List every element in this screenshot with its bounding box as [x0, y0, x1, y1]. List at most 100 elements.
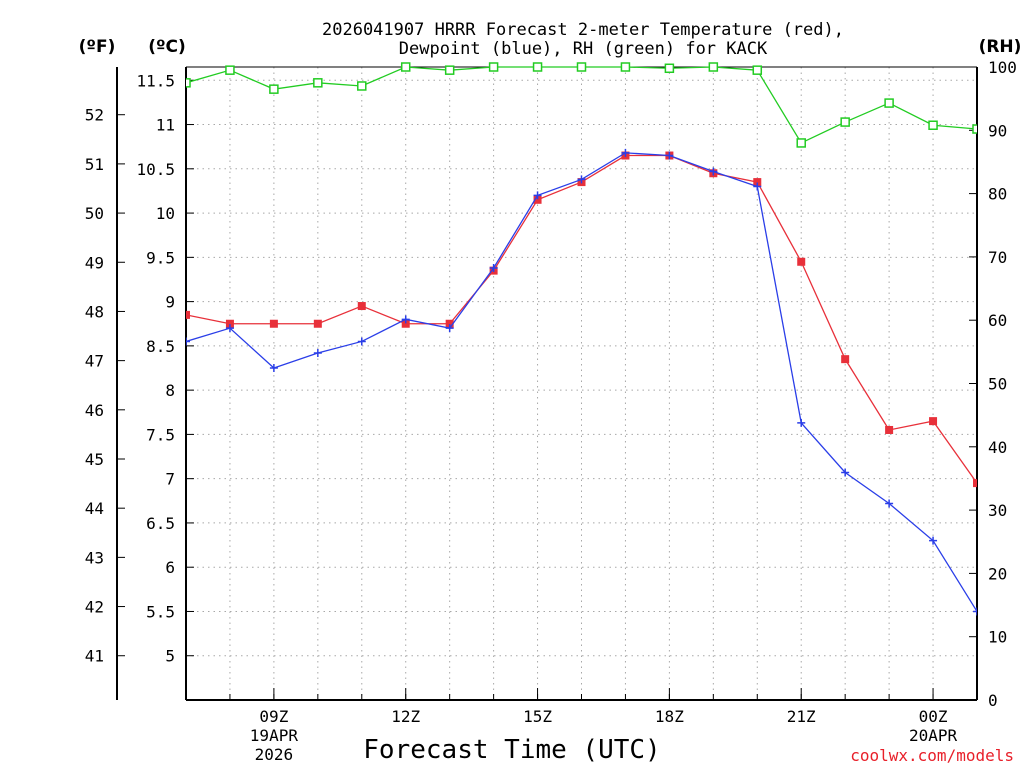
- dewpoint-marker: [577, 175, 586, 184]
- tick-labels: 5 5.5 6 6.5 7 7.5 8 8.5 9 9.5 10 10.5 11 11.5 41 42 43 44…: [85, 58, 1017, 764]
- celsius-tick-label: 6.5: [146, 514, 175, 533]
- rh-tick-label: 70: [988, 248, 1007, 267]
- rh-marker: [576, 62, 587, 72]
- temperature-marker: [225, 319, 234, 328]
- dewpoint-marker: [709, 167, 718, 176]
- rh-unit-label: (RH): [979, 37, 1022, 57]
- dewpoint-marker: [753, 182, 762, 191]
- fahrenheit-unit-label: (ºF): [79, 37, 116, 57]
- rh-marker: [752, 65, 763, 75]
- dewpoint-marker: [401, 315, 410, 324]
- fahrenheit-tick-label: 43: [85, 548, 104, 567]
- x-tick-date: 19APR: [250, 726, 299, 745]
- temperature-marker: [269, 319, 278, 328]
- rh-marker: [400, 62, 411, 72]
- fahrenheit-tick-label: 44: [85, 499, 104, 518]
- x-tick-label: 21Z: [787, 707, 816, 726]
- temperature-marker: [753, 178, 762, 187]
- temperature-marker: [401, 319, 410, 328]
- rh-marker: [708, 62, 719, 72]
- dewpoint-marker: [797, 418, 806, 427]
- rh-marker: [186, 78, 191, 88]
- temperature-marker: [973, 479, 977, 488]
- rh-marker: [840, 117, 850, 127]
- dewpoint-marker: [357, 337, 366, 346]
- rh-tick-label: 90: [988, 121, 1007, 140]
- credit-text: coolwx.com/models: [850, 746, 1014, 765]
- rh-marker: [357, 81, 367, 91]
- x-tick-label: 18Z: [655, 707, 684, 726]
- dewpoint-marker: [489, 263, 498, 272]
- x-axis-label: Forecast Time (UTC): [363, 735, 660, 765]
- fahrenheit-tick-label: 46: [85, 401, 104, 420]
- celsius-unit-label: (ºC): [148, 37, 186, 57]
- fahrenheit-tick-label: 52: [85, 106, 104, 125]
- celsius-tick-label: 5.5: [146, 602, 175, 621]
- temperature-marker: [445, 319, 454, 328]
- series-rh: [186, 62, 977, 148]
- rh-marker: [620, 62, 631, 72]
- dewpoint-marker: [665, 151, 674, 160]
- celsius-tick-label: 11: [156, 116, 175, 135]
- celsius-tick-label: 11.5: [136, 71, 175, 90]
- rh-marker: [972, 124, 977, 134]
- x-tick-date: 20APR: [909, 726, 958, 745]
- rh-marker: [664, 63, 675, 74]
- rh-marker: [225, 65, 235, 75]
- celsius-tick-label: 6: [165, 558, 175, 577]
- dewpoint-marker: [841, 468, 850, 477]
- grid-lines: [185, 67, 978, 700]
- rh-tick-label: 100: [988, 58, 1017, 77]
- celsius-tick-label: 10.5: [136, 160, 175, 179]
- dewpoint-marker: [445, 324, 454, 333]
- dewpoint-marker: [885, 499, 894, 508]
- chart-title-line1: 2026041907 HRRR Forecast 2-meter Tempera…: [322, 20, 844, 40]
- x-tick-year: 2026: [255, 745, 294, 764]
- celsius-tick-label: 7.5: [146, 425, 175, 444]
- rh-tick-label: 60: [988, 311, 1007, 330]
- celsius-tick-label: 7: [165, 470, 175, 489]
- fahrenheit-tick-label: 45: [85, 450, 104, 469]
- rh-marker: [928, 120, 938, 130]
- dewpoint-marker: [269, 364, 278, 373]
- rh-marker: [488, 62, 499, 72]
- celsius-tick-label: 9.5: [146, 248, 175, 267]
- series-group: [186, 62, 977, 616]
- celsius-tick-label: 8: [165, 381, 175, 400]
- dewpoint-marker: [973, 607, 977, 616]
- x-tick-label: 00Z: [919, 707, 948, 726]
- fahrenheit-tick-label: 49: [85, 253, 104, 272]
- temperature-marker: [885, 425, 894, 434]
- x-tick-label: 15Z: [523, 707, 552, 726]
- rh-marker: [269, 84, 279, 94]
- temperature-marker: [313, 319, 322, 328]
- rh-tick-label: 40: [988, 438, 1007, 457]
- rh-marker: [796, 138, 806, 148]
- temperature-marker: [533, 195, 542, 204]
- rh-marker: [532, 62, 543, 72]
- fahrenheit-tick-label: 48: [85, 302, 104, 321]
- fahrenheit-tick-label: 50: [85, 204, 104, 223]
- rh-tick-label: 30: [988, 501, 1007, 520]
- temperature-marker: [357, 302, 366, 311]
- fahrenheit-tick-label: 47: [85, 352, 104, 371]
- celsius-tick-label: 8.5: [146, 337, 175, 356]
- celsius-tick-label: 10: [156, 204, 175, 223]
- celsius-tick-label: 9: [165, 293, 175, 312]
- dewpoint-marker: [225, 324, 234, 333]
- x-tick-label: 09Z: [259, 707, 288, 726]
- series-dewpoint: [186, 148, 977, 616]
- temperature-marker: [797, 257, 806, 266]
- dewpoint-marker: [313, 348, 322, 357]
- x-tick-label: 12Z: [391, 707, 420, 726]
- rh-marker: [444, 65, 455, 75]
- chart-title-line2: Dewpoint (blue), RH (green) for KACK: [399, 39, 768, 59]
- dewpoint-marker: [533, 191, 542, 200]
- axes: [116, 66, 978, 701]
- temperature-marker: [841, 355, 850, 364]
- fahrenheit-tick-label: 51: [85, 155, 104, 174]
- dewpoint-marker: [929, 536, 938, 545]
- rh-marker: [313, 78, 323, 88]
- rh-tick-label: 20: [988, 564, 1007, 583]
